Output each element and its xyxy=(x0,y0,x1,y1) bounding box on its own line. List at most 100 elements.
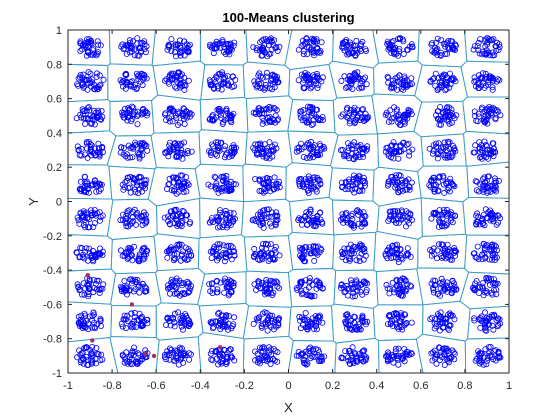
data-point xyxy=(255,280,262,287)
data-point xyxy=(356,243,363,250)
data-point xyxy=(430,289,437,296)
data-point xyxy=(164,254,171,261)
data-point xyxy=(393,311,400,318)
data-point xyxy=(73,115,80,122)
data-point xyxy=(488,248,495,255)
data-point xyxy=(256,111,263,118)
data-point xyxy=(391,104,398,111)
data-point xyxy=(303,36,310,43)
data-point xyxy=(406,152,413,159)
data-point xyxy=(139,355,146,362)
data-point xyxy=(263,73,270,80)
cluster-points xyxy=(74,138,106,161)
data-point xyxy=(186,110,193,117)
data-point xyxy=(179,217,186,224)
data-point xyxy=(254,78,261,85)
data-point xyxy=(142,215,149,222)
data-point xyxy=(266,118,273,125)
data-point xyxy=(94,50,101,57)
data-point xyxy=(445,326,452,333)
y-tick-label: 0 xyxy=(56,197,62,209)
data-point xyxy=(478,82,485,89)
data-point xyxy=(259,114,266,121)
data-point xyxy=(79,46,86,53)
data-point xyxy=(438,275,445,282)
data-point xyxy=(486,104,493,111)
data-point xyxy=(441,189,448,196)
data-point xyxy=(225,326,232,333)
cluster-points xyxy=(161,69,192,93)
data-point xyxy=(142,180,149,187)
data-point xyxy=(450,142,457,149)
data-point xyxy=(267,284,274,291)
data-point xyxy=(212,318,219,325)
data-point xyxy=(129,115,136,122)
cluster-points xyxy=(73,104,106,128)
data-point xyxy=(77,48,84,55)
data-point xyxy=(80,108,87,115)
cluster-points xyxy=(337,207,369,231)
data-point xyxy=(490,153,497,160)
data-point xyxy=(296,317,303,324)
data-point xyxy=(250,109,257,116)
data-point xyxy=(93,84,100,91)
data-point xyxy=(222,107,229,114)
data-point xyxy=(77,111,84,118)
data-point xyxy=(228,112,235,119)
data-point xyxy=(208,217,215,224)
data-point xyxy=(128,48,135,55)
data-point xyxy=(169,106,176,113)
data-point xyxy=(96,286,103,293)
data-point xyxy=(406,148,413,155)
data-point xyxy=(356,154,363,161)
data-point xyxy=(303,141,310,148)
data-point xyxy=(270,289,277,296)
data-point xyxy=(430,174,437,181)
data-point xyxy=(126,358,133,365)
data-point xyxy=(220,119,227,126)
data-point xyxy=(223,323,230,330)
data-point xyxy=(490,148,497,155)
data-point xyxy=(452,41,459,48)
data-point xyxy=(215,145,222,152)
cluster-points xyxy=(342,311,371,333)
data-point xyxy=(344,104,351,111)
data-point xyxy=(438,241,445,248)
data-point xyxy=(346,117,353,124)
data-point xyxy=(476,357,483,364)
data-point xyxy=(211,85,218,92)
data-point xyxy=(135,76,142,83)
data-point xyxy=(176,210,183,217)
data-point xyxy=(344,51,351,58)
data-point xyxy=(353,208,360,215)
data-point xyxy=(260,106,267,113)
data-point xyxy=(343,312,350,319)
data-point xyxy=(127,154,134,161)
cluster-points xyxy=(293,275,326,300)
data-point xyxy=(436,344,443,351)
data-point xyxy=(143,43,150,50)
data-point xyxy=(445,46,452,53)
data-point xyxy=(395,255,402,262)
data-point xyxy=(489,52,496,59)
y-tick-label: 0.2 xyxy=(47,162,62,174)
data-point xyxy=(356,258,363,265)
data-point xyxy=(344,245,351,252)
data-point xyxy=(214,141,221,148)
data-point xyxy=(216,207,223,214)
data-point xyxy=(276,285,283,292)
data-point xyxy=(256,177,263,184)
data-point xyxy=(266,139,273,146)
data-point xyxy=(396,277,403,284)
data-point xyxy=(231,252,238,259)
data-point xyxy=(476,145,483,152)
data-point xyxy=(209,290,216,297)
data-point xyxy=(93,114,100,121)
data-point xyxy=(303,291,310,298)
data-point xyxy=(223,176,230,183)
data-point xyxy=(489,104,496,111)
data-point xyxy=(131,52,138,59)
data-point xyxy=(297,175,304,182)
data-point xyxy=(165,181,172,188)
data-point xyxy=(351,139,358,146)
